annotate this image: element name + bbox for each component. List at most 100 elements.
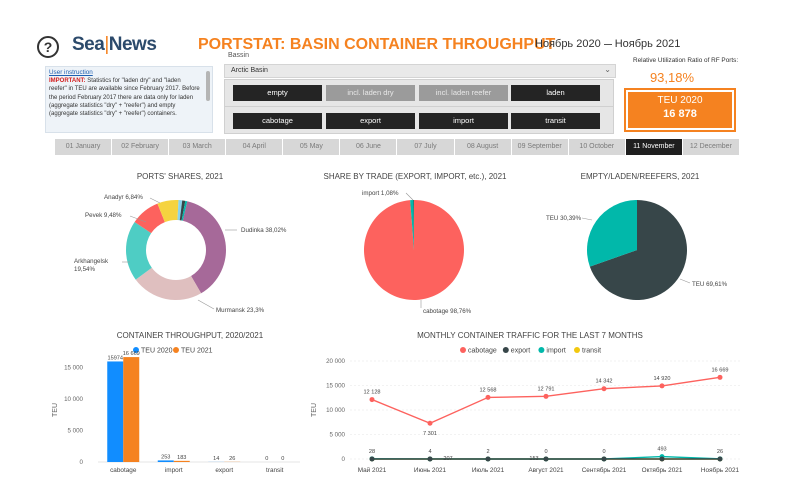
y-tick-label: 20 000: [326, 358, 345, 365]
x-tick-label: Июль 2021: [472, 467, 505, 474]
filter-import-button[interactable]: import: [419, 113, 508, 129]
line-cabotage[interactable]: [371, 376, 721, 424]
pie0-slice-Dudinka[interactable]: [182, 201, 226, 294]
month-tab-5[interactable]: 05 May: [283, 139, 340, 155]
y-axis-label: TEU: [311, 403, 318, 417]
legend-dot-import: [538, 347, 545, 353]
teu-card-inner: TEU 2020 16 878: [628, 92, 732, 128]
pie0-slice-Murmansk[interactable]: [135, 267, 202, 300]
pie-label-anadyr: Anadyr 6,84%: [104, 194, 143, 201]
point-cabotage[interactable]: [601, 386, 607, 392]
pie1-slice-export[interactable]: [413, 200, 414, 250]
point-cabotage[interactable]: [543, 393, 549, 399]
cabotage-data-label: 14 920: [653, 376, 670, 382]
point-cabotage[interactable]: [717, 374, 723, 380]
pie1-slice-import[interactable]: [410, 200, 414, 250]
logo-news: News: [108, 34, 157, 55]
month-tab-10[interactable]: 10 October: [568, 139, 625, 155]
help-icon[interactable]: ?: [37, 36, 59, 58]
month-tab-1[interactable]: 01 January: [55, 139, 112, 155]
chevron-down-icon[interactable]: ⌄: [604, 65, 611, 74]
pie0-slice-other-3[interactable]: [181, 200, 188, 221]
date-from[interactable]: Ноябрь 2020: [535, 38, 601, 50]
filter-cabotage-button[interactable]: cabotage: [233, 113, 322, 129]
bar-import-1[interactable]: [173, 460, 190, 462]
cabotage-data-label: 12 568: [479, 387, 496, 393]
date-range[interactable]: Ноябрь 2020 Ноябрь 2021: [535, 38, 680, 50]
share-by-trade-pie[interactable]: [363, 192, 464, 308]
legend-label: cabotage: [468, 348, 497, 355]
point-export[interactable]: [659, 456, 665, 462]
point-export[interactable]: [485, 456, 491, 462]
pie-label-cabotage: cabotage 98,76%: [423, 308, 472, 315]
pie0-slice-Pevek[interactable]: [134, 203, 165, 234]
date-range-dash: [603, 43, 612, 45]
point-export[interactable]: [601, 456, 607, 462]
y-tick-label: 0: [342, 456, 346, 463]
leader-line: [149, 197, 161, 204]
pie0-slice-other-2[interactable]: [179, 200, 186, 221]
pie0-slice-other-1[interactable]: [177, 200, 183, 221]
pie1-slice-cabotage[interactable]: [363, 200, 464, 301]
point-export[interactable]: [717, 456, 723, 462]
user-instruction-link[interactable]: User instruction: [49, 69, 93, 76]
filter-laden-dry-button[interactable]: incl. laden dry: [326, 85, 415, 101]
bar-import-0[interactable]: [157, 460, 174, 462]
pie-label-teu-empty: TEU 30,39%: [546, 215, 582, 222]
ports-shares-donut[interactable]: [122, 197, 237, 310]
date-to[interactable]: Ноябрь 2021: [614, 38, 681, 50]
filter-laden-button[interactable]: laden: [511, 85, 600, 101]
month-tab-2[interactable]: 02 February: [112, 139, 169, 155]
filter-transit-button[interactable]: transit: [511, 113, 600, 129]
month-tab-6[interactable]: 06 June: [340, 139, 397, 155]
bar-cabotage-1[interactable]: [123, 357, 140, 462]
filter-laden-reefer-button[interactable]: incl. laden reefer: [419, 85, 508, 101]
pie0-slice-Arkhangelsk[interactable]: [126, 221, 152, 280]
y-tick-label: 0: [80, 459, 84, 466]
month-tab-7[interactable]: 07 July: [397, 139, 454, 155]
month-tab-12[interactable]: 12 December: [682, 139, 739, 155]
legend-dot-TEU-2021: [173, 347, 179, 353]
point-cabotage[interactable]: [427, 420, 433, 426]
pie2-slice-TEU-empty[interactable]: [586, 200, 637, 267]
instruction-panel: User instruction IMPORTANT: Statistics f…: [45, 66, 213, 133]
filter-export-button[interactable]: export: [326, 113, 415, 129]
pie2-slice-TEU-laden[interactable]: [589, 200, 687, 300]
logo-separator: |: [104, 34, 109, 55]
extra-data-label: 153: [529, 456, 538, 462]
filter-empty-button[interactable]: empty: [233, 85, 322, 101]
throughput-bar-chart[interactable]: TEU 2020 TEU 2021 0 5 000 10 000 15 000 TEU cab…: [52, 347, 300, 474]
pie0-slice-Anadyr[interactable]: [157, 199, 179, 223]
x-tick-label: cabotage: [110, 467, 137, 474]
bassin-select[interactable]: Arctic Basin ⌄: [224, 64, 616, 78]
leader-line: [129, 215, 147, 223]
point-cabotage[interactable]: [369, 397, 375, 403]
month-tab-3[interactable]: 03 March: [169, 139, 226, 155]
point-export[interactable]: [369, 456, 375, 462]
empty-laden-pie[interactable]: [581, 200, 691, 300]
point-cabotage[interactable]: [659, 383, 665, 389]
month-tab-8[interactable]: 08 August: [454, 139, 511, 155]
import-data-label: 4: [428, 449, 431, 455]
pie-label-teu-laden: TEU 69,61%: [692, 281, 728, 288]
point-cabotage[interactable]: [485, 394, 491, 400]
x-tick-label: Июнь 2021: [414, 467, 447, 474]
seanews-logo: Sea|News: [72, 34, 157, 56]
point-export[interactable]: [427, 456, 433, 462]
month-tab-11[interactable]: 11 November: [625, 139, 682, 155]
pie-label-pevek: Pevek 9,48%: [85, 212, 122, 219]
cabotage-data-label: 7 301: [423, 431, 437, 437]
bar-data-label: 26: [229, 456, 235, 462]
point-export[interactable]: [543, 456, 549, 462]
y-tick-label: 5 000: [330, 432, 346, 439]
month-tab-9[interactable]: 09 September: [511, 139, 568, 155]
bar-cabotage-0[interactable]: [107, 361, 124, 462]
pie-label-dudinka: Dudinka 38,02%: [241, 227, 287, 234]
instruction-scrollbar[interactable]: [206, 71, 210, 101]
legend-label: TEU 2021: [181, 348, 213, 355]
x-tick-label: Май 2021: [358, 466, 387, 474]
month-tab-4[interactable]: 04 April: [226, 139, 283, 155]
leader-line: [197, 299, 215, 310]
monthly-traffic-line-chart[interactable]: cabotage export import transit 0 5 000 10 000 1…: [311, 347, 740, 474]
